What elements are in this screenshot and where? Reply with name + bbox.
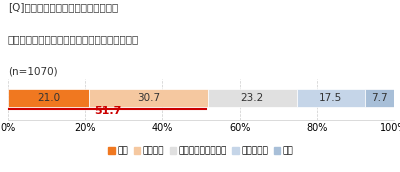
- Legend: ある, ややある, どちらともいえない, あまりない, ない: ある, ややある, どちらともいえない, あまりない, ない: [105, 143, 297, 159]
- Bar: [89, 89, 208, 107]
- Text: 17.5: 17.5: [319, 93, 342, 103]
- Text: 7.7: 7.7: [371, 93, 388, 103]
- Text: ご自分の肌に変化を感じることがありますか？: ご自分の肌に変化を感じることがありますか？: [8, 34, 139, 44]
- Text: (n=1070): (n=1070): [8, 66, 58, 76]
- Bar: [365, 89, 394, 107]
- Text: 30.7: 30.7: [137, 93, 160, 103]
- Bar: [8, 89, 89, 107]
- Bar: [208, 89, 297, 107]
- Text: 21.0: 21.0: [37, 93, 60, 103]
- Bar: [297, 89, 365, 107]
- Text: 23.2: 23.2: [241, 93, 264, 103]
- Text: [Q]コロナ禍での「マスク生活」で、: [Q]コロナ禍での「マスク生活」で、: [8, 3, 118, 13]
- Text: 51.7: 51.7: [94, 106, 122, 116]
